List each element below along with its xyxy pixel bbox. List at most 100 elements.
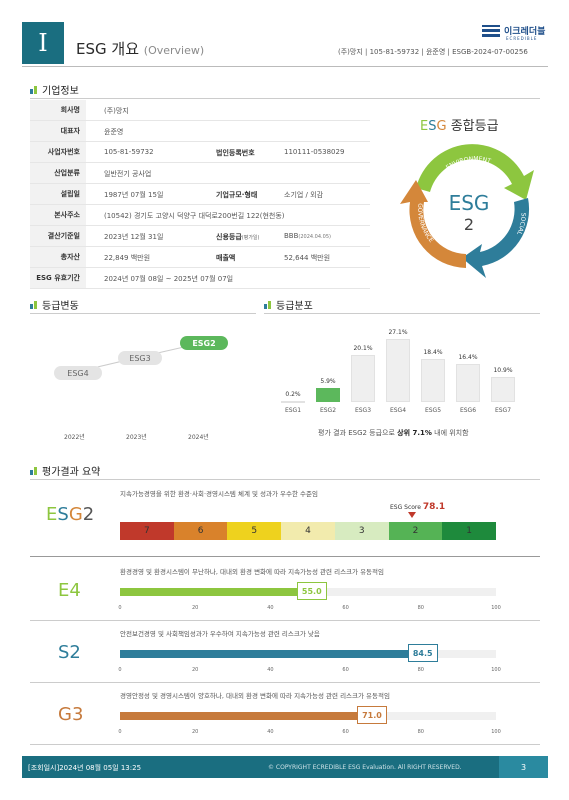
grade-scale-cell: 1 [442, 522, 497, 540]
soc-arc [462, 198, 530, 278]
info-value-2: 52,644 백만원 [284, 253, 330, 263]
dist-category: ESG7 [494, 407, 512, 414]
item-description: 경영안정성 및 경영시스템이 양호하나, 대내외 환경 변화에 따라 지속가능성… [120, 692, 390, 700]
info-key-2: 신용등급(평가일) [216, 232, 259, 242]
axis-tick: 40 [267, 729, 274, 735]
bar-chart-icon [264, 300, 272, 309]
footer-bar [22, 756, 548, 778]
brand-name: 이크레더블 [504, 27, 546, 37]
axis-tick: 40 [267, 667, 274, 673]
grade-scale-cell: 4 [281, 522, 335, 540]
info-row: 산업분류 일반전기 공사업 [30, 163, 370, 184]
dist-value: 20.1% [353, 345, 373, 353]
score-marker-icon [408, 512, 416, 518]
section-divider [264, 313, 540, 314]
info-key: 본사주소 [30, 205, 86, 225]
axis-tick: 60 [342, 605, 349, 611]
dist-value: 16.4% [458, 353, 478, 361]
dist-value: 5.9% [320, 378, 336, 386]
info-value: (주)망지 [104, 107, 129, 115]
info-key-2-text: 법인등록번호 [216, 149, 255, 157]
info-key-2: 법인등록번호 [216, 148, 255, 158]
info-key-2: 기업규모·형태 [216, 190, 257, 200]
axis-tick: 60 [342, 729, 349, 735]
change-section-title: 등급변동 [30, 297, 79, 312]
note-pre: 평가 결과 ESG2 등급으로 [318, 429, 398, 437]
info-value: 일반전기 공사업 [104, 170, 152, 178]
score-value-box: 71.0 [356, 706, 387, 724]
page-title-text: ESG 개요 [76, 40, 139, 58]
dist-bar [351, 355, 375, 402]
dist-section-title: 등급분포 [264, 297, 313, 312]
info-key-2-text: 신용등급 [216, 233, 242, 241]
info-row: 총자산 22,849 백만원 매출액 52,644 백만원 [30, 247, 370, 268]
distribution-note: 평가 결과 ESG2 등급으로 상위 7.1% 내에 위치함 [318, 428, 469, 438]
svg-text:SOCIAL: SOCIAL [515, 213, 527, 237]
dist-value: 10.9% [493, 366, 513, 374]
esg-score: ESG Score 78.1 [390, 502, 445, 512]
year-label: 2022년 [64, 434, 85, 441]
info-key-2: 매출액 [216, 253, 235, 263]
axis-tick: 20 [192, 605, 199, 611]
summary-section-title: 평가결과 요약 [30, 463, 100, 478]
info-key: 사업자번호 [30, 142, 86, 162]
score-value-box: 55.0 [296, 582, 327, 600]
center-esg-label: ESG [449, 191, 490, 215]
esg-score-label: ESG Score [390, 504, 421, 511]
info-value-2: 110111-0538029 [284, 148, 344, 156]
bar-chart-icon [30, 466, 38, 475]
item-description: 환경경영 및 환경시스템이 무난하나, 대내외 환경 변화에 따라 지속가능성 … [120, 568, 384, 576]
info-row: ESG 유효기간 2024년 07월 08일 ~ 2025년 07월 07일 [30, 268, 370, 289]
item-divider [30, 682, 540, 683]
gov-arc [400, 180, 466, 268]
section-divider [30, 98, 540, 99]
dist-bar [491, 376, 515, 402]
grade-pill: ESG2 [180, 336, 228, 350]
dist-value: 0.2% [285, 391, 301, 398]
grade-scale-cell: 3 [334, 522, 389, 540]
info-value-2-text: 110111-0538029 [284, 148, 345, 156]
esg-description: 지속가능경영을 위한 환경·사회·경영시스템 체계 및 성과가 우수한 수준임 [120, 490, 318, 498]
info-value-2-text: 소기업 / 외감 [284, 191, 324, 199]
item-grade: G3 [58, 704, 84, 725]
item-grade: E4 [58, 580, 81, 601]
brand-sub: ECREDIBLE [506, 36, 538, 41]
grade-scale-cell: 2 [388, 522, 443, 540]
center-grade: 2 [464, 215, 474, 234]
info-key: 설립일 [30, 184, 86, 204]
bar-chart-icon [30, 300, 38, 309]
section-number-badge: I [22, 22, 64, 64]
dist-bar [281, 401, 305, 403]
info-row: 회사명 (주)망지 [30, 100, 370, 121]
dist-bar [316, 388, 340, 402]
year-label: 2023년 [126, 434, 147, 441]
section-divider [30, 556, 540, 557]
score-value-box: 84.5 [407, 644, 438, 662]
title-letter-g: G [436, 119, 447, 134]
year-label: 2024년 [188, 434, 209, 441]
esg-score-value: 78.1 [422, 502, 446, 512]
axis-tick: 40 [267, 605, 274, 611]
item-description: 안전보건경영 및 사회책임성과가 우수하여 지속가능성 관련 리스크가 낮음 [120, 630, 320, 638]
dist-category: ESG4 [389, 407, 407, 414]
info-key-2-text: 매출액 [216, 254, 236, 262]
section-divider [30, 313, 256, 314]
dist-value: 27.1% [388, 328, 408, 336]
company-section-label: 기업정보 [42, 86, 79, 97]
info-value-2: 소기업 / 외감 [284, 190, 323, 200]
score-fill [120, 650, 438, 658]
info-value: 윤준영 [104, 128, 124, 136]
page-number: 3 [499, 756, 548, 778]
axis-tick: 0 [118, 667, 122, 673]
bar-chart-icon [30, 85, 38, 94]
esg-grade-label: ESG2 [46, 504, 95, 525]
grade-scale-cell: 5 [227, 522, 282, 540]
info-row: 결산기준일 2023년 12월 31일 신용등급(평가일) BBB(2024.04.0… [30, 226, 370, 247]
info-value: 2023년 12월 31일 [104, 233, 164, 241]
title-letter-e: E [420, 119, 429, 134]
note-highlight: 상위 7.1% [397, 429, 432, 437]
score-fill [120, 588, 327, 596]
header-meta: (주)망지 | 105-81-59732 | 윤준영 | ESGB-2024-0… [338, 48, 528, 56]
footer-copyright: © COPYRIGHT ECREDIBLE ESG Evaluation. Al… [268, 764, 462, 771]
page-title: ESG 개요 (Overview) [76, 38, 204, 59]
